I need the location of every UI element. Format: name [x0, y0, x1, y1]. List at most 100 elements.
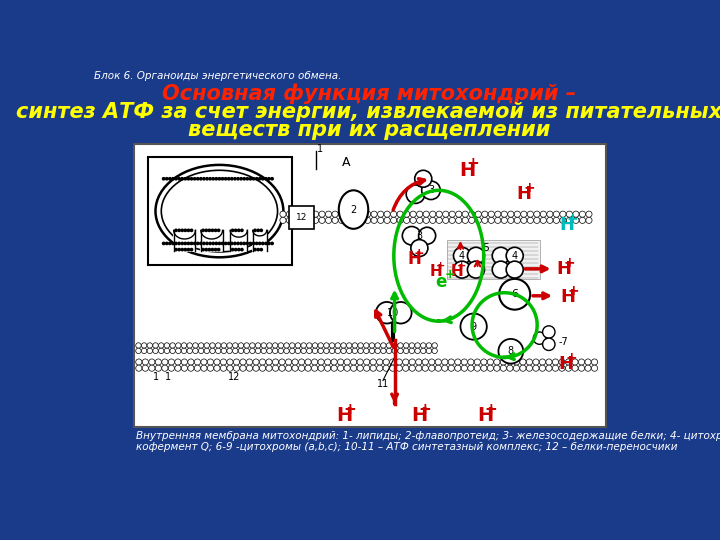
Circle shape — [410, 217, 416, 224]
Circle shape — [319, 217, 325, 224]
Circle shape — [506, 247, 523, 264]
Circle shape — [261, 348, 266, 354]
Circle shape — [430, 211, 436, 217]
Circle shape — [209, 178, 211, 180]
Circle shape — [420, 348, 426, 354]
Circle shape — [443, 211, 449, 217]
Circle shape — [338, 217, 345, 224]
Circle shape — [168, 365, 174, 372]
Circle shape — [206, 178, 208, 180]
Circle shape — [278, 348, 284, 354]
Circle shape — [190, 248, 193, 251]
Circle shape — [284, 348, 289, 354]
Circle shape — [422, 359, 428, 365]
Circle shape — [341, 348, 346, 354]
Circle shape — [253, 365, 259, 372]
Circle shape — [364, 365, 370, 372]
Circle shape — [409, 343, 415, 348]
Circle shape — [256, 242, 258, 245]
Circle shape — [319, 211, 325, 217]
Circle shape — [572, 359, 578, 365]
Text: H: H — [558, 355, 573, 373]
Circle shape — [207, 365, 214, 372]
Circle shape — [423, 211, 429, 217]
Circle shape — [456, 217, 462, 224]
Circle shape — [184, 229, 186, 232]
Circle shape — [553, 217, 559, 224]
Circle shape — [318, 359, 324, 365]
Circle shape — [259, 365, 266, 372]
Circle shape — [292, 365, 298, 372]
Circle shape — [332, 217, 338, 224]
Circle shape — [246, 365, 253, 372]
Circle shape — [325, 365, 330, 372]
Ellipse shape — [161, 170, 277, 252]
Circle shape — [534, 211, 540, 217]
Circle shape — [335, 348, 341, 354]
Circle shape — [455, 359, 461, 365]
Circle shape — [234, 178, 236, 180]
Circle shape — [358, 343, 364, 348]
Circle shape — [377, 211, 384, 217]
Circle shape — [436, 217, 442, 224]
Circle shape — [357, 365, 364, 372]
Circle shape — [428, 365, 435, 372]
Circle shape — [221, 348, 227, 354]
Circle shape — [390, 302, 412, 323]
Circle shape — [495, 217, 501, 224]
Circle shape — [371, 211, 377, 217]
Circle shape — [136, 343, 141, 348]
Circle shape — [573, 217, 579, 224]
Circle shape — [250, 343, 255, 348]
Circle shape — [578, 365, 585, 372]
Circle shape — [193, 348, 198, 354]
Circle shape — [225, 242, 227, 245]
Circle shape — [443, 217, 449, 224]
Circle shape — [396, 365, 402, 372]
Circle shape — [243, 178, 246, 180]
Circle shape — [533, 365, 539, 372]
Text: 6: 6 — [511, 289, 518, 299]
Circle shape — [220, 365, 227, 372]
Circle shape — [441, 359, 448, 365]
Circle shape — [230, 178, 233, 180]
Circle shape — [565, 359, 572, 365]
Circle shape — [244, 343, 249, 348]
Circle shape — [527, 211, 534, 217]
Circle shape — [272, 343, 278, 348]
Circle shape — [567, 211, 572, 217]
Circle shape — [454, 261, 471, 278]
Circle shape — [415, 365, 422, 372]
Text: 2: 2 — [351, 205, 356, 214]
Circle shape — [199, 343, 204, 348]
Circle shape — [488, 217, 495, 224]
Text: 4: 4 — [459, 251, 465, 261]
Circle shape — [187, 348, 192, 354]
Circle shape — [396, 359, 402, 365]
Circle shape — [591, 359, 598, 365]
Circle shape — [432, 348, 437, 354]
Circle shape — [344, 359, 350, 365]
Circle shape — [158, 348, 164, 354]
Polygon shape — [201, 231, 222, 251]
Text: +: + — [436, 261, 445, 271]
Circle shape — [210, 348, 215, 354]
Circle shape — [178, 242, 180, 245]
Circle shape — [540, 211, 546, 217]
Circle shape — [312, 359, 318, 365]
Circle shape — [170, 348, 176, 354]
Circle shape — [377, 359, 383, 365]
Circle shape — [397, 217, 403, 224]
Circle shape — [432, 343, 437, 348]
Circle shape — [205, 229, 207, 232]
Circle shape — [376, 302, 397, 323]
Text: H: H — [336, 407, 352, 426]
Circle shape — [467, 261, 485, 278]
Circle shape — [377, 217, 384, 224]
Circle shape — [205, 248, 207, 251]
Circle shape — [240, 229, 243, 232]
Circle shape — [487, 359, 493, 365]
Circle shape — [215, 348, 221, 354]
Circle shape — [156, 365, 161, 372]
Circle shape — [364, 348, 369, 354]
